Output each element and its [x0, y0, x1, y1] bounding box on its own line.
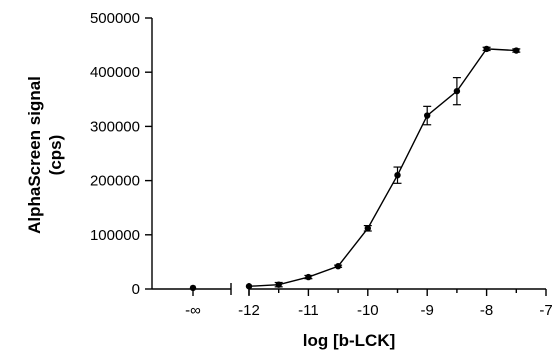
- y-axis-title-line1: AlphaScreen signal: [25, 76, 44, 234]
- series-line: [248, 48, 517, 287]
- x-tick-label-neg-infinity: -∞: [185, 302, 201, 319]
- y-tick-label: 0: [132, 281, 140, 298]
- data-point: [394, 171, 401, 179]
- data-point-neg-infinity: [189, 284, 197, 292]
- y-tick-label: 400000: [90, 64, 140, 81]
- tick-labels: 0 100000 200000 300000 400000 500000 -12 -11 -10…: [90, 10, 553, 319]
- data-point: [275, 281, 282, 288]
- data-point: [513, 47, 520, 54]
- axes: [151, 18, 546, 290]
- ticks: [145, 17, 547, 296]
- y-tick-label: 500000: [90, 10, 140, 27]
- data-point: [364, 225, 371, 232]
- data-point: [305, 273, 312, 281]
- y-tick-label: 200000: [90, 173, 140, 190]
- data-point: [245, 283, 253, 290]
- x-axis-title: log [b-LCK]: [303, 331, 396, 350]
- y-tick-label: 100000: [90, 227, 140, 244]
- y-axis-title-line2: (cps): [46, 135, 65, 176]
- x-tick-label: -9: [421, 302, 434, 319]
- data-point: [483, 45, 490, 53]
- x-tick-label: -12: [238, 302, 260, 319]
- data-point: [424, 112, 431, 119]
- x-tick-label: -11: [298, 302, 319, 319]
- x-tick-label: -8: [480, 302, 493, 319]
- y-tick-label: 300000: [90, 118, 140, 135]
- data-point: [453, 87, 461, 95]
- data-point: [334, 263, 342, 270]
- x-tick-label: -7: [539, 302, 552, 319]
- x-tick-label: -10: [357, 302, 379, 319]
- series: [189, 45, 521, 292]
